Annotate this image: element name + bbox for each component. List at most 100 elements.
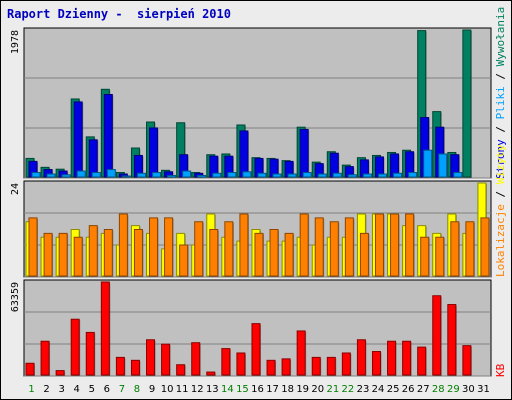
bar-kb-kb-23	[356, 339, 366, 376]
x-tick-label-6: 6	[104, 384, 110, 395]
x-tick-label-14: 14	[221, 384, 234, 395]
bar-visits-lokalizacje-5	[88, 225, 98, 277]
bar-visits-lokalizacje-2	[43, 232, 53, 277]
bar-kb-kb-12	[191, 342, 201, 376]
bar-traffic-wywołania-30	[462, 29, 472, 178]
bar-traffic-strony-19	[302, 172, 312, 178]
bar-traffic-strony-25	[393, 172, 403, 178]
bar-visits-lokalizacje-26	[405, 213, 415, 277]
y-max-label: 24	[10, 183, 21, 195]
bar-visits-lokalizacje-9	[149, 217, 159, 277]
x-tick-label-13: 13	[206, 384, 219, 395]
bar-visits-lokalizacje-6	[103, 229, 113, 277]
bar-visits-lokalizacje-20	[314, 217, 324, 277]
bar-kb-kb-20	[311, 356, 321, 376]
x-tick-label-2: 2	[43, 384, 49, 395]
bar-kb-kb-19	[296, 330, 306, 376]
bar-kb-kb-6	[100, 281, 110, 376]
bar-visits-lokalizacje-16	[254, 232, 264, 277]
bar-visits-lokalizacje-12	[194, 221, 204, 277]
x-tick-label-29: 29	[447, 384, 460, 395]
bar-visits-lokalizacje-31	[480, 217, 490, 277]
bar-traffic-strony-16	[257, 172, 267, 178]
bar-traffic-pliki-15	[239, 130, 249, 178]
x-tick-label-9: 9	[149, 384, 155, 395]
x-tick-label-28: 28	[432, 384, 445, 395]
bar-traffic-strony-5	[91, 172, 101, 178]
x-tick-label-17: 17	[266, 384, 279, 395]
bar-kb-kb-29	[447, 304, 457, 376]
bar-traffic-strony-23	[362, 173, 372, 178]
x-tick-label-25: 25	[387, 384, 400, 395]
x-tick-label-19: 19	[296, 384, 309, 395]
x-tick-label-27: 27	[417, 384, 430, 395]
bar-traffic-strony-14	[227, 172, 237, 178]
bar-visits-lokalizacje-15	[239, 213, 249, 277]
y-max-label: 1978	[10, 30, 21, 54]
legend-visits: Lokalizacje / Wizyty	[494, 144, 507, 277]
bar-visits-lokalizacje-13	[209, 229, 219, 277]
bar-visits-lokalizacje-7	[118, 213, 128, 277]
bar-kb-kb-25	[387, 340, 397, 376]
bar-kb-kb-18	[281, 358, 291, 376]
bar-visits-lokalizacje-24	[374, 213, 384, 277]
bar-visits-lokalizacje-1	[28, 217, 38, 277]
bar-kb-kb-3	[55, 370, 65, 376]
bar-visits-lokalizacje-17	[269, 229, 279, 277]
bar-traffic-strony-12	[197, 175, 207, 178]
bar-visits-lokalizacje-25	[390, 213, 400, 277]
x-tick-label-30: 30	[462, 384, 475, 395]
bar-kb-kb-28	[432, 295, 442, 376]
bar-traffic-strony-8	[136, 172, 146, 178]
bar-kb-kb-7	[115, 356, 125, 376]
bar-visits-lokalizacje-11	[179, 244, 189, 277]
bar-kb-kb-1	[25, 362, 35, 376]
bar-visits-lokalizacje-30	[465, 221, 475, 277]
bar-traffic-pliki-5	[88, 139, 98, 178]
bar-traffic-strony-17	[272, 173, 282, 178]
x-tick-label-10: 10	[161, 384, 174, 395]
bar-traffic-strony-27	[423, 149, 433, 178]
x-tick-label-8: 8	[134, 384, 140, 395]
x-tick-label-12: 12	[191, 384, 204, 395]
x-tick-label-11: 11	[176, 384, 189, 395]
bar-traffic-pliki-19	[299, 128, 309, 178]
bar-traffic-strony-26	[408, 172, 418, 178]
bar-kb-kb-17	[266, 359, 276, 376]
bar-traffic-strony-3	[61, 174, 71, 178]
bar-traffic-strony-10	[167, 175, 177, 178]
x-tick-label-7: 7	[119, 384, 125, 395]
bar-traffic-strony-4	[76, 170, 86, 178]
bar-kb-kb-5	[85, 331, 95, 376]
bar-traffic-strony-20	[317, 173, 327, 178]
bar-kb-kb-27	[417, 346, 427, 376]
bar-kb-kb-10	[161, 343, 171, 376]
bar-kb-kb-30	[462, 345, 472, 376]
bar-traffic-strony-29	[453, 172, 463, 178]
bar-traffic-strony-15	[242, 171, 252, 178]
bar-traffic-strony-7	[121, 175, 131, 178]
report-title: Raport Dzienny - sierpień 2010	[7, 7, 231, 21]
bar-kb-kb-22	[341, 352, 351, 376]
bar-visits-lokalizacje-19	[299, 213, 309, 277]
bar-visits-lokalizacje-14	[224, 221, 234, 277]
bar-traffic-strony-9	[152, 172, 162, 178]
bar-traffic-strony-13	[212, 172, 222, 178]
bar-visits-lokalizacje-23	[359, 232, 369, 277]
x-tick-label-16: 16	[251, 384, 264, 395]
x-tick-label-4: 4	[74, 384, 80, 395]
bar-traffic-pliki-9	[149, 127, 159, 178]
bar-kb-kb-9	[146, 339, 156, 376]
bar-traffic-strony-2	[46, 173, 56, 178]
legend-traffic: Strony / Pliki / Wywołania	[494, 7, 507, 179]
y-max-label: 63359	[10, 282, 21, 312]
x-tick-label-23: 23	[357, 384, 370, 395]
bar-traffic-pliki-6	[103, 94, 113, 178]
bar-kb-kb-2	[40, 340, 50, 376]
x-tick-label-1: 1	[28, 384, 34, 395]
bar-visits-lokalizacje-22	[344, 217, 354, 277]
bar-kb-kb-21	[326, 356, 336, 376]
x-tick-label-15: 15	[236, 384, 249, 395]
x-tick-label-21: 21	[326, 384, 339, 395]
